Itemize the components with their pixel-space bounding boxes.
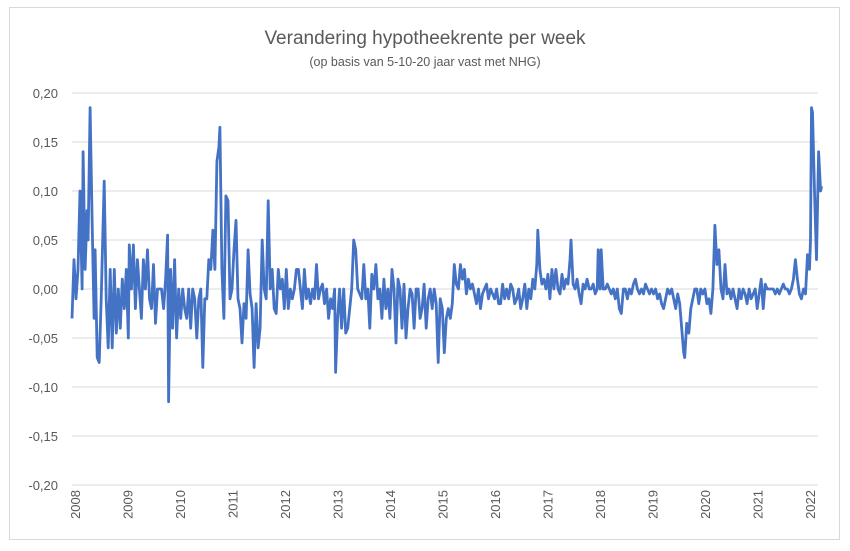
y-tick-label: 0,10	[33, 184, 58, 199]
x-tick-label: 2013	[331, 490, 346, 519]
series-line	[70, 106, 823, 404]
x-tick-label: 2011	[226, 490, 241, 518]
x-tick-label: 2022	[803, 490, 818, 519]
y-axis-labels: 0,20 0,15 0,10 0,05 0,00 -0,05 -0,10 -0,15 -0,20	[28, 86, 58, 493]
chart-subtitle: (op basis van 5-10-20 jaar vast met NHG)	[309, 55, 541, 69]
x-tick-label: 2021	[751, 490, 766, 519]
x-tick-label: 2020	[698, 490, 713, 519]
y-tick-label: -0,10	[28, 380, 58, 395]
x-tick-label: 2010	[173, 490, 188, 519]
y-tick-label: 0,00	[33, 282, 58, 297]
y-tick-label: 0,15	[33, 135, 58, 150]
y-tick-label: -0,15	[28, 429, 58, 444]
x-tick-label: 2017	[541, 490, 556, 519]
x-tick-label: 2012	[278, 490, 293, 519]
x-tick-label: 2008	[68, 490, 83, 519]
x-tick-label: 2014	[383, 490, 398, 519]
y-tick-label: -0,20	[28, 478, 58, 493]
chart-frame	[9, 7, 840, 540]
x-tick-label: 2018	[593, 490, 608, 519]
y-tick-label: 0,05	[33, 233, 58, 248]
x-tick-label: 2016	[488, 490, 503, 519]
x-axis-labels: 2008 2009 2010 2011 2012 2013 2014 2015 2016 2017…	[68, 490, 818, 519]
x-tick-label: 2015	[436, 490, 451, 519]
x-tick-label: 2019	[646, 490, 661, 519]
x-tick-label: 2009	[121, 490, 136, 519]
chart-title: Verandering hypotheekrente per week	[264, 28, 586, 49]
y-tick-label: 0,20	[33, 86, 58, 101]
series-layer	[70, 106, 823, 404]
y-tick-label: -0,05	[28, 331, 58, 346]
